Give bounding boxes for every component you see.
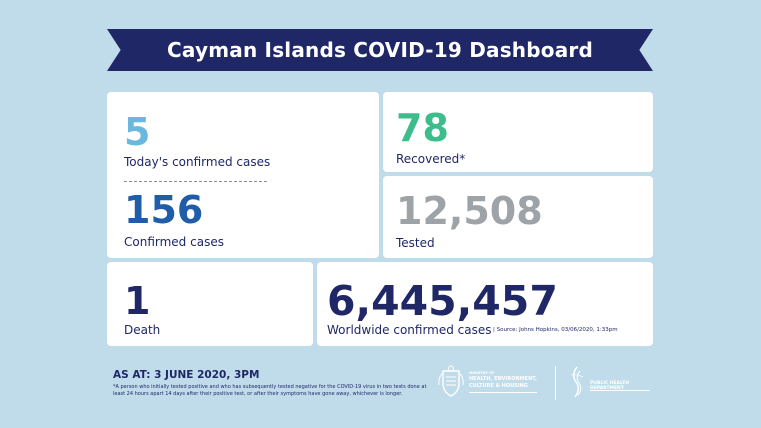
- recovered-value: 78: [396, 106, 449, 150]
- confirmed-label: Confirmed cases: [124, 235, 224, 249]
- card-worldwide: 6,445,457 Worldwide confirmed cases | So…: [317, 262, 653, 346]
- ministry-logo-line-3: CULTURE & HOUSING: [469, 383, 528, 389]
- divider: [124, 181, 267, 182]
- worldwide-label: Worldwide confirmed cases: [327, 323, 492, 337]
- today-cases-value: 5: [124, 110, 151, 154]
- card-deaths: 1 Death: [107, 262, 313, 346]
- phd-logo-label: PUBLIC HEALTH DEPARTMENT: [590, 381, 630, 391]
- today-cases-label: Today's confirmed cases: [124, 155, 271, 169]
- ministry-logo-rule: [469, 392, 537, 393]
- logo-divider: [555, 366, 556, 400]
- card-tested: 12,508 Tested: [383, 176, 653, 258]
- card-recovered: 78 Recovered*: [383, 92, 653, 172]
- worldwide-value: 6,445,457: [327, 277, 558, 325]
- dashboard-title-banner: Cayman Islands COVID-19 Dashboard: [107, 29, 653, 71]
- deaths-value: 1: [124, 279, 151, 323]
- deaths-label: Death: [124, 323, 161, 337]
- worldwide-source: | Source: Johns Hopkins, 03/06/2020, 1:3…: [493, 327, 618, 333]
- phd-emblem-icon: [570, 366, 584, 398]
- ministry-logo: MINISTRY OF HEALTH, ENVIRONMENT, CULTURE…: [437, 364, 547, 400]
- phd-logo-rule: [590, 390, 650, 391]
- phd-logo: PUBLIC HEALTH DEPARTMENT: [567, 364, 657, 400]
- footnote: *A person who initially tested positive …: [113, 384, 427, 397]
- as-at-date: AS AT: 3 JUNE 2020, 3PM: [113, 369, 260, 381]
- dashboard-title: Cayman Islands COVID-19 Dashboard: [167, 38, 593, 62]
- ministry-logo-line-2: HEALTH, ENVIRONMENT,: [469, 376, 537, 382]
- tested-value: 12,508: [396, 189, 543, 233]
- card-confirmed: 5 Today's confirmed cases 156 Confirmed …: [107, 92, 379, 258]
- tested-label: Tested: [396, 236, 435, 250]
- recovered-label: Recovered*: [396, 152, 466, 166]
- coat-of-arms-icon: [438, 365, 464, 397]
- confirmed-value: 156: [124, 188, 204, 232]
- ministry-logo-line-1: MINISTRY OF: [469, 371, 495, 375]
